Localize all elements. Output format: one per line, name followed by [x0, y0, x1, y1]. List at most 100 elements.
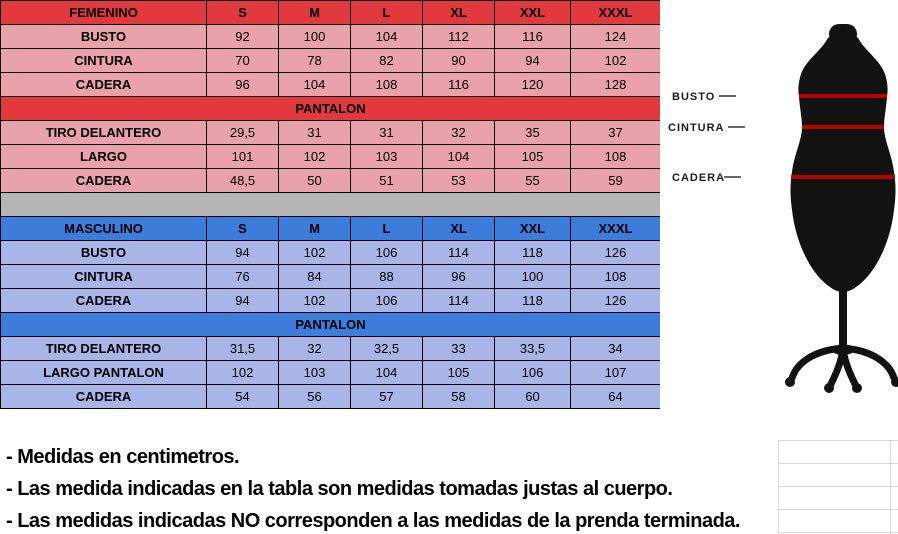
- value-cell: 105: [494, 144, 571, 169]
- header-row: MASCULINO S M L XL XXL XXXL: [0, 216, 661, 241]
- value-cell: 102: [278, 288, 351, 313]
- section-header-cell: PANTALON: [0, 312, 661, 337]
- value-cell: 103: [278, 360, 351, 385]
- value-cell: 101: [206, 144, 279, 169]
- value-cell: 58: [422, 384, 495, 409]
- value-cell: 50: [278, 168, 351, 193]
- spreadsheet-gridlines: [778, 440, 898, 534]
- value-cell: 32,5: [350, 336, 423, 361]
- value-cell: 60: [494, 384, 571, 409]
- mannequin-foot: [852, 383, 862, 393]
- value-cell: 78: [278, 48, 351, 73]
- value-cell: 57: [350, 384, 423, 409]
- value-cell: 31: [278, 120, 351, 145]
- row-label-cell: LARGO: [0, 144, 207, 169]
- value-cell: 107: [570, 360, 661, 385]
- section-row: PANTALON: [0, 312, 661, 337]
- value-cell: 64: [570, 384, 661, 409]
- row-label-cell: BUSTO: [0, 240, 207, 265]
- value-cell: 70: [206, 48, 279, 73]
- value-cell: 100: [278, 24, 351, 49]
- mannequin-svg: BUSTO CINTURA CADERA: [668, 24, 898, 393]
- value-cell: 103: [350, 144, 423, 169]
- table-title-cell: FEMENINO: [0, 0, 207, 25]
- size-header-cell: S: [206, 216, 279, 241]
- value-cell: 102: [278, 144, 351, 169]
- table-title-cell: MASCULINO: [0, 216, 207, 241]
- note-line: - Las medidas indicadas NO corresponden …: [6, 510, 740, 532]
- mannequin-figure: [785, 24, 898, 393]
- size-header-cell: L: [350, 0, 423, 25]
- mannequin-foot: [891, 377, 898, 387]
- data-row: LARGO 101 102 103 104 105 108: [0, 144, 661, 169]
- mannequin-diagram: BUSTO CINTURA CADERA: [660, 0, 898, 437]
- value-cell: 55: [494, 168, 571, 193]
- separator-cell: [0, 192, 661, 217]
- value-cell: 102: [570, 48, 661, 73]
- row-label-cell: CINTURA: [0, 48, 207, 73]
- value-cell: 104: [422, 144, 495, 169]
- value-cell: 108: [350, 72, 423, 97]
- value-cell: 96: [206, 72, 279, 97]
- size-header-cell: XXL: [494, 0, 571, 25]
- data-row: CINTURA 76 84 88 96 100 108: [0, 264, 661, 289]
- header-row: FEMENINO S M L XL XXL XXXL: [0, 0, 661, 25]
- data-row: CADERA 94 102 106 114 118 126: [0, 288, 661, 313]
- row-label-cell: BUSTO: [0, 24, 207, 49]
- mannequin-foot: [824, 383, 834, 393]
- value-cell: 118: [494, 240, 571, 265]
- row-label-cell: TIRO DELANTERO: [0, 336, 207, 361]
- value-cell: 31,5: [206, 336, 279, 361]
- value-cell: 116: [422, 72, 495, 97]
- value-cell: 126: [570, 288, 661, 313]
- mannequin-foot: [785, 377, 795, 387]
- value-cell: 31: [350, 120, 423, 145]
- value-cell: 84: [278, 264, 351, 289]
- row-label-cell: CADERA: [0, 72, 207, 97]
- row-label-cell: LARGO PANTALON: [0, 360, 207, 385]
- value-cell: 82: [350, 48, 423, 73]
- value-cell: 106: [350, 288, 423, 313]
- value-cell: 96: [422, 264, 495, 289]
- value-cell: 48,5: [206, 168, 279, 193]
- value-cell: 105: [422, 360, 495, 385]
- hip-label: CADERA: [672, 172, 725, 184]
- row-label-cell: CINTURA: [0, 264, 207, 289]
- size-header-cell: XXL: [494, 216, 571, 241]
- value-cell: 104: [278, 72, 351, 97]
- data-row: BUSTO 94 102 106 114 118 126: [0, 240, 661, 265]
- size-header-cell: XXXL: [570, 0, 661, 25]
- note-line: - Medidas en centimetros.: [6, 446, 240, 468]
- value-cell: 76: [206, 264, 279, 289]
- value-cell: 33: [422, 336, 495, 361]
- size-header-cell: XL: [422, 0, 495, 25]
- value-cell: 102: [278, 240, 351, 265]
- size-table: FEMENINO S M L XL XXL XXXL BUSTO 92 100 104 112 116 1…: [0, 0, 661, 409]
- data-row: CADERA 54 56 57 58 60 64: [0, 384, 661, 409]
- data-row: TIRO DELANTERO 31,5 32 32,5 33 33,5 34: [0, 336, 661, 361]
- value-cell: 108: [570, 144, 661, 169]
- value-cell: 120: [494, 72, 571, 97]
- value-cell: 112: [422, 24, 495, 49]
- mannequin-leg-right: [839, 344, 898, 382]
- value-cell: 106: [350, 240, 423, 265]
- value-cell: 102: [206, 360, 279, 385]
- value-cell: 32: [422, 120, 495, 145]
- note-line: - Las medida indicadas en la tabla son m…: [6, 478, 673, 500]
- row-label-cell: CADERA: [0, 384, 207, 409]
- section-row: PANTALON: [0, 96, 661, 121]
- size-header-cell: S: [206, 0, 279, 25]
- mannequin-pole: [839, 290, 847, 350]
- value-cell: 108: [570, 264, 661, 289]
- size-header-cell: L: [350, 216, 423, 241]
- value-cell: 34: [570, 336, 661, 361]
- value-cell: 54: [206, 384, 279, 409]
- data-row: CINTURA 70 78 82 90 94 102: [0, 48, 661, 73]
- value-cell: 33,5: [494, 336, 571, 361]
- separator-row: [0, 192, 661, 217]
- value-cell: 88: [350, 264, 423, 289]
- value-cell: 104: [350, 24, 423, 49]
- value-cell: 94: [206, 240, 279, 265]
- value-cell: 32: [278, 336, 351, 361]
